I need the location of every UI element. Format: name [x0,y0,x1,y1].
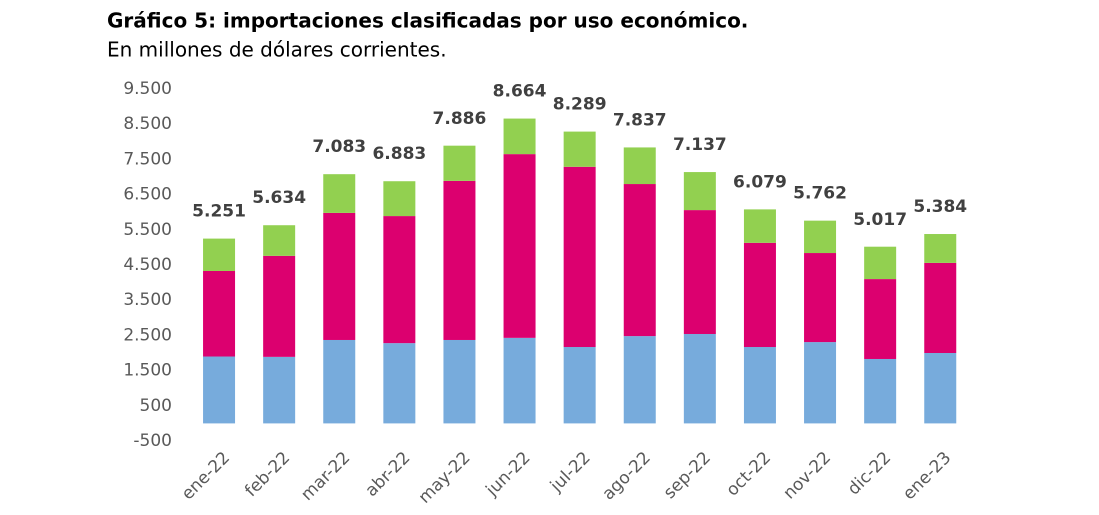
bar-segment [623,147,656,185]
bar-segment [924,353,957,424]
x-tick-label: ago-22 [598,448,654,504]
x-tick-label: dic-22 [844,448,895,499]
y-tick-label: 3.500 [123,290,172,310]
y-tick-label: 6.500 [123,185,172,205]
bar-segment [623,184,656,337]
bar-segment [263,356,296,424]
total-label: 6.079 [733,172,787,192]
bar-segment [443,339,476,424]
bar-segment [503,337,536,424]
x-tick-label: jun-22 [482,448,535,501]
y-tick-label: 8.500 [123,114,172,134]
chart-title: Gráfico 5: importaciones clasificadas po… [107,9,748,33]
bar-segment [563,131,596,167]
x-tick-label: ene-22 [178,448,234,504]
bar-segment [743,209,776,243]
x-tick-label: mar-22 [297,448,354,505]
y-tick-label: 4.500 [123,255,172,275]
bar-segment [683,172,716,211]
total-label: 5.017 [853,210,907,230]
bar-segment [683,210,716,334]
bar-segment [864,246,897,280]
bar-segment [203,238,236,271]
bar-segment [503,154,536,338]
bar-segment [804,220,837,254]
bar-segment [683,333,716,424]
bar-segment [804,342,837,424]
bar-segment [443,145,476,181]
bar-segment [383,343,416,424]
total-label: 7.137 [673,135,727,155]
y-tick-label: 5.500 [123,220,172,240]
bar-segment [864,279,897,359]
bar-segment [563,347,596,424]
bar-segment [743,242,776,348]
bar-segment [924,234,957,263]
x-tick-label: ene-23 [899,448,955,504]
y-tick-label: 9.500 [123,79,172,99]
bar-segment [263,225,296,256]
total-label: 5.634 [252,188,306,208]
bar-segment [323,174,356,213]
x-tick-label: feb-22 [241,448,294,501]
bar-segment [383,181,416,217]
x-tick-label: jul-22 [546,448,595,497]
bar-segment [864,358,897,424]
bar-segment [804,253,837,343]
bar-segment [743,347,776,424]
x-tick-label: oct-22 [723,448,775,500]
total-label: 6.883 [372,144,426,164]
y-tick-label: 2.500 [123,325,172,345]
bar-segment [323,339,356,424]
bar-segment [263,255,296,357]
total-label: 7.837 [613,111,667,131]
bar-segment [203,270,236,357]
bar-segment [323,212,356,340]
bar-segment [623,336,656,424]
total-label: 5.762 [793,184,847,204]
total-label: 5.251 [192,202,246,222]
bar-segment [503,118,536,155]
bar-segment [203,356,236,424]
bar-segment [443,180,476,340]
total-label: 7.083 [312,137,366,157]
chart-subtitle: En millones de dólares corrientes. [107,38,447,62]
y-tick-label: -500 [133,431,172,451]
total-label: 7.886 [433,109,487,129]
x-tick-label: abr-22 [361,448,414,501]
y-tick-label: 500 [140,396,172,416]
y-tick-label: 1.500 [123,361,172,381]
bar-segment [924,262,957,353]
y-tick-label: 7.500 [123,149,172,169]
total-label: 5.384 [913,197,967,217]
total-label: 8.289 [553,95,607,115]
bar-segment [563,166,596,348]
x-tick-label: nov-22 [780,448,836,504]
total-label: 8.664 [493,81,547,101]
bar-segment [383,216,416,344]
x-tick-label: sep-22 [660,448,715,503]
x-tick-label: may-22 [415,448,475,508]
